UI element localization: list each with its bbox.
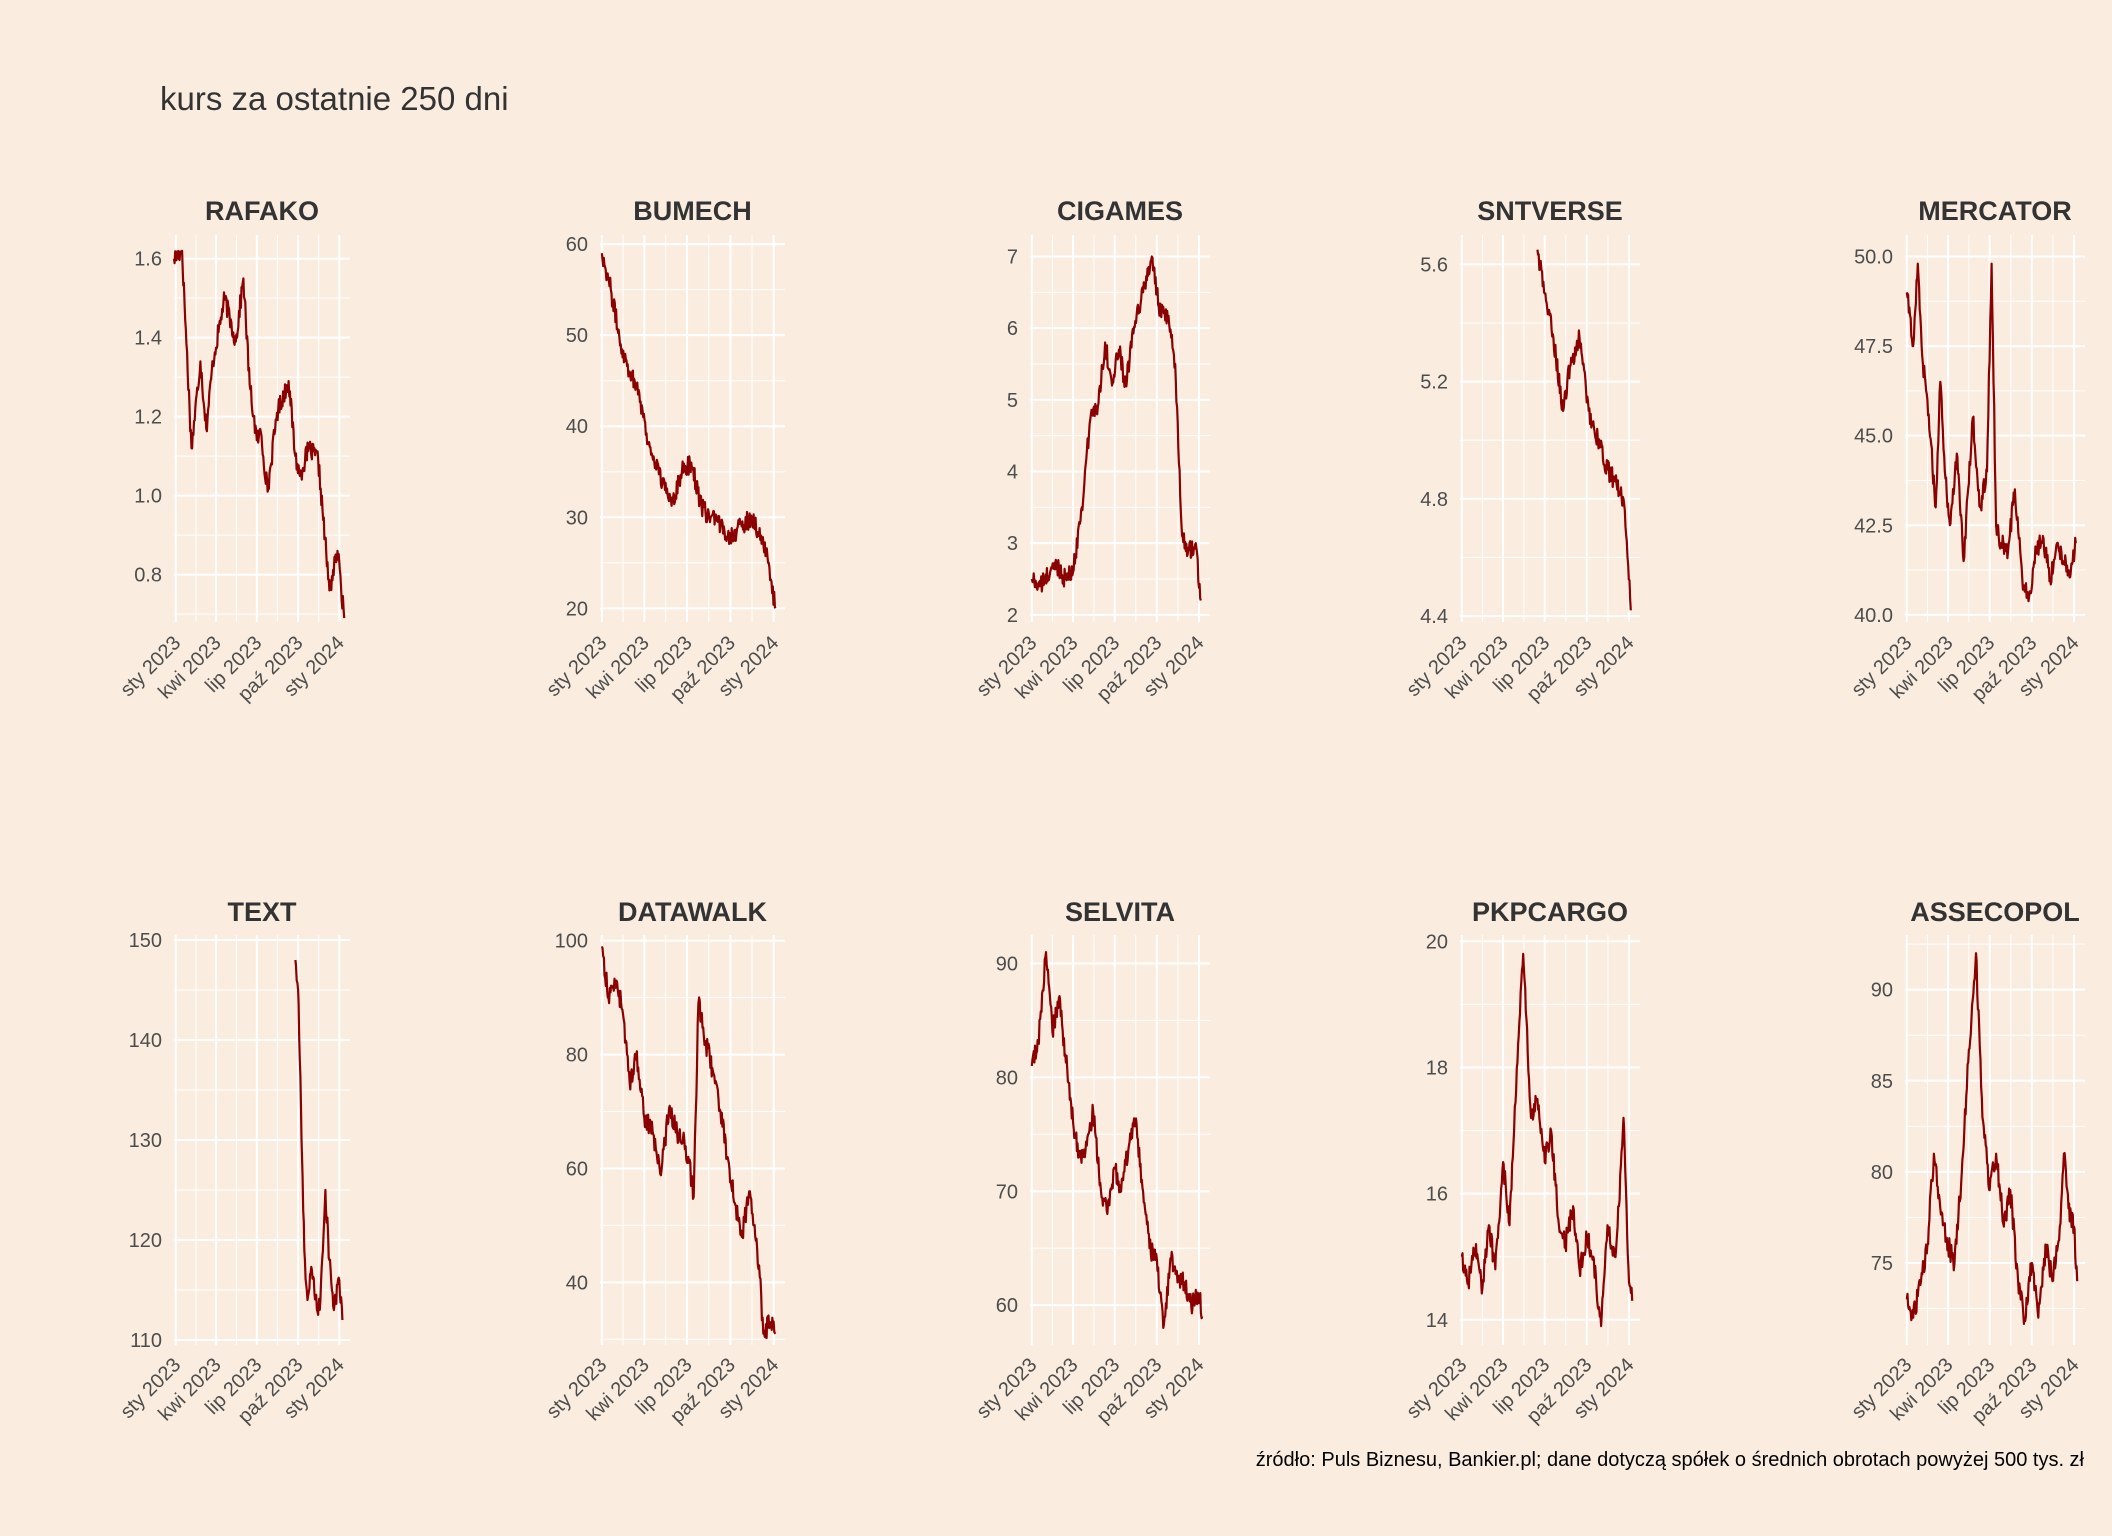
source-note: źródło: Puls Biznesu, Bankier.pl; dane d…	[1256, 1449, 2085, 1471]
page-title: kurs za ostatnie 250 dni	[160, 80, 509, 117]
y-tick-label: 45.0	[1854, 426, 1893, 448]
panel-title: DATAWALK	[618, 897, 767, 927]
y-tick-label: 40.0	[1854, 605, 1893, 627]
panel-title: MERCATOR	[1918, 196, 2072, 226]
y-tick-label: 60	[566, 1158, 588, 1180]
y-tick-label: 4.8	[1420, 489, 1448, 511]
panel-title: CIGAMES	[1057, 196, 1183, 226]
series-line-sntverse	[1536, 249, 1632, 611]
y-tick-label: 0.8	[134, 565, 162, 587]
y-tick-label: 90	[996, 953, 1018, 975]
series-line-text	[294, 959, 344, 1321]
series-line-assecopol	[1905, 952, 2079, 1326]
y-tick-label: 70	[996, 1181, 1018, 1203]
y-tick-label: 40	[566, 1272, 588, 1294]
y-tick-label: 50	[566, 325, 588, 347]
series-line-pkpcargo	[1460, 952, 1634, 1328]
y-tick-label: 85	[1871, 1071, 1893, 1093]
panel-title: ASSECOPOL	[1910, 897, 2080, 927]
panel-title: TEXT	[227, 897, 297, 927]
y-tick-label: 60	[996, 1295, 1018, 1317]
y-tick-label: 42.5	[1854, 515, 1893, 537]
y-tick-label: 150	[129, 930, 162, 952]
y-tick-label: 1.0	[134, 486, 162, 508]
y-tick-label: 2	[1007, 605, 1018, 627]
series-line-datawalk	[600, 946, 777, 1340]
y-tick-label: 60	[566, 234, 588, 256]
y-tick-label: 1.6	[134, 249, 162, 271]
y-tick-label: 16	[1426, 1184, 1448, 1206]
y-tick-label: 120	[129, 1230, 162, 1252]
y-tick-label: 1.4	[134, 328, 162, 350]
panel-title: RAFAKO	[205, 196, 319, 226]
y-tick-label: 18	[1426, 1057, 1448, 1079]
y-tick-label: 100	[555, 931, 588, 953]
series-line-cigames	[1030, 255, 1202, 601]
y-tick-label: 20	[566, 598, 588, 620]
y-tick-label: 4.4	[1420, 606, 1448, 628]
y-tick-label: 80	[1871, 1162, 1893, 1184]
y-tick-label: 14	[1426, 1310, 1448, 1332]
panel-title: PKPCARGO	[1472, 897, 1628, 927]
y-tick-label: 50.0	[1854, 247, 1893, 269]
y-tick-label: 5	[1007, 390, 1018, 412]
y-tick-label: 6	[1007, 318, 1018, 340]
y-tick-label: 47.5	[1854, 336, 1893, 358]
y-tick-label: 90	[1871, 980, 1893, 1002]
y-tick-label: 30	[566, 507, 588, 529]
y-tick-label: 5.2	[1420, 372, 1448, 394]
series-line-selvita	[1030, 950, 1204, 1330]
y-tick-label: 140	[129, 1030, 162, 1052]
y-tick-label: 80	[996, 1067, 1018, 1089]
panel-title: BUMECH	[633, 196, 752, 226]
y-tick-label: 7	[1007, 247, 1018, 269]
y-tick-label: 4	[1007, 462, 1018, 484]
panel-title: SELVITA	[1065, 897, 1175, 927]
y-tick-label: 40	[566, 416, 588, 438]
y-tick-label: 130	[129, 1130, 162, 1152]
y-tick-label: 80	[566, 1045, 588, 1067]
series-line-mercator	[1905, 262, 2077, 603]
y-tick-label: 1.2	[134, 407, 162, 429]
y-tick-label: 110	[130, 1330, 162, 1352]
series-line-rafako	[172, 249, 346, 619]
y-tick-label: 75	[1871, 1253, 1893, 1275]
series-line-bumech	[600, 253, 777, 609]
panel-title: SNTVERSE	[1477, 196, 1623, 226]
y-tick-label: 20	[1426, 931, 1448, 953]
y-tick-label: 3	[1007, 533, 1018, 555]
y-tick-label: 5.6	[1420, 254, 1448, 276]
